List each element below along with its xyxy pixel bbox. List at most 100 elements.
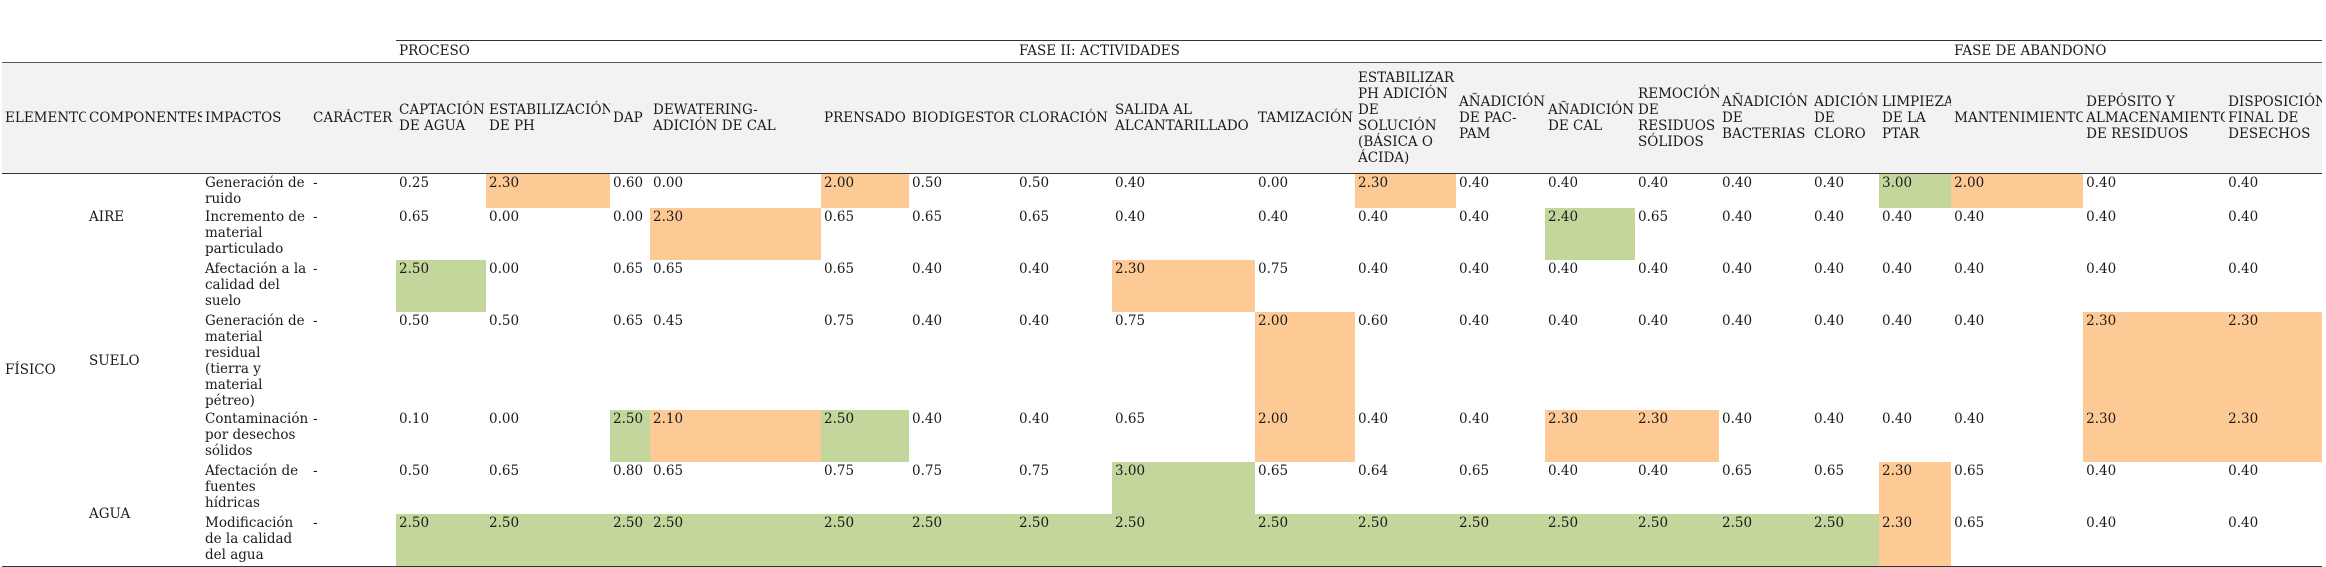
- column-header: ESTABILIZAR PH ADICIÓN DE SOLUCIÓN (BÁSI…: [1355, 62, 1457, 174]
- column-header: DEPÓSITO Y ALMACENAMIENTO DE RESIDUOS: [2083, 62, 2226, 174]
- value-cell: 0.40: [1814, 175, 1845, 191]
- value-cell: 0.40: [2086, 463, 2117, 479]
- value-cell: 0.75: [912, 463, 943, 479]
- value-cell: 0.50: [399, 463, 430, 479]
- value-cell: 0.64: [1358, 463, 1389, 479]
- phase-fase2: FASE II: ACTIVIDADES: [1016, 40, 1952, 63]
- value-cell: 2.30: [2083, 410, 2226, 462]
- value-cell: 0.40: [1954, 261, 1985, 277]
- column-header: IMPACTOS: [202, 62, 310, 174]
- value-cell: 0.75: [1115, 313, 1146, 329]
- value-cell: 2.50: [486, 514, 610, 567]
- value-cell: 2.00: [821, 173, 909, 208]
- value-cell: 0.40: [912, 313, 943, 329]
- value-cell: 0.40: [1548, 463, 1579, 479]
- column-header: MANTENIMIENTO: [1951, 62, 2084, 174]
- value-cell: 0.25: [399, 175, 430, 191]
- value-cell: 0.40: [1548, 175, 1579, 191]
- component-cell: AIRE: [89, 209, 125, 225]
- column-header: DAP: [610, 62, 650, 174]
- value-cell: 0.65: [1258, 463, 1289, 479]
- impact-cell: Modificación de la calidad del agua: [202, 514, 310, 567]
- value-cell: 0.75: [824, 313, 855, 329]
- value-cell: 2.10: [650, 410, 821, 462]
- value-cell: 2.30: [1355, 173, 1457, 208]
- value-cell: 0.40: [1954, 313, 1985, 329]
- value-cell: 2.00: [1255, 312, 1356, 410]
- value-cell: 0.40: [1459, 313, 1490, 329]
- value-cell: 0.65: [1951, 514, 2084, 567]
- value-cell: 0.00: [489, 209, 520, 225]
- value-cell: 0.00: [489, 411, 520, 427]
- value-cell: 0.40: [1814, 261, 1845, 277]
- caracter-cell: -: [313, 175, 318, 191]
- table-row: Generación de material residual (tierra …: [2, 312, 2323, 410]
- value-cell: 2.50: [1545, 514, 1636, 567]
- value-cell: 0.40: [1638, 463, 1669, 479]
- value-cell: 0.40: [1459, 175, 1490, 191]
- value-cell: 0.40: [1459, 411, 1490, 427]
- phase-header-row: PROCESO FASE II: ACTIVIDADES FASE DE ABA…: [2, 40, 2323, 63]
- column-header: CAPTACIÓN DE AGUA: [396, 62, 486, 174]
- impact-matrix-table: PROCESO FASE II: ACTIVIDADES FASE DE ABA…: [2, 40, 2323, 567]
- value-cell: 0.40: [2228, 209, 2259, 225]
- column-header: LIMPIEZA DE LA PTAR: [1879, 62, 1952, 174]
- impact-cell: Contaminación por desechos sólidos: [205, 411, 309, 459]
- value-cell: 0.40: [1722, 313, 1753, 329]
- value-cell: 0.50: [489, 313, 520, 329]
- value-cell: 0.40: [1882, 261, 1913, 277]
- value-cell: 2.30: [1635, 410, 1720, 462]
- value-cell: 2.50: [821, 514, 909, 567]
- value-cell: 2.40: [1545, 208, 1636, 260]
- value-cell: 0.40: [1954, 411, 1985, 427]
- column-header-row: ELEMENTO COMPONENTES IMPACTOS CARÁCTER CAPTA…: [2, 62, 2323, 174]
- phase-abandono: FASE DE ABANDONO: [1951, 40, 2323, 63]
- component-cell: SUELO: [89, 353, 140, 369]
- impact-cell: Afectación a la calidad del suelo: [205, 261, 307, 309]
- value-cell: 0.40: [1954, 209, 1985, 225]
- value-cell: 0.00: [1258, 175, 1289, 191]
- impact-cell: Generación de material residual (tierra …: [205, 313, 305, 409]
- column-header: SALIDA AL ALCANTARILLADO: [1112, 62, 1256, 174]
- caracter-cell: -: [313, 209, 318, 225]
- value-cell: 0.50: [399, 313, 430, 329]
- value-cell: 0.50: [1019, 175, 1050, 191]
- value-cell: 0.40: [1722, 175, 1753, 191]
- value-cell: 0.50: [912, 175, 943, 191]
- value-cell: 0.40: [2083, 514, 2226, 567]
- value-cell: 0.40: [2086, 209, 2117, 225]
- column-header: BIODIGESTOR: [909, 62, 1017, 174]
- value-cell: 2.50: [396, 514, 486, 567]
- value-cell: 0.65: [653, 261, 684, 277]
- value-cell: 2.50: [1255, 514, 1356, 567]
- value-cell: 0.40: [1358, 209, 1389, 225]
- impact-cell: Afectación de fuentes hídricas: [205, 463, 299, 511]
- caracter-cell: -: [313, 463, 318, 479]
- value-cell: 0.65: [1814, 463, 1845, 479]
- value-cell: 0.45: [653, 313, 684, 329]
- value-cell: 3.00: [1112, 462, 1256, 514]
- value-cell: 0.40: [1358, 261, 1389, 277]
- value-cell: 0.40: [1115, 209, 1146, 225]
- value-cell: 2.30: [1112, 260, 1256, 312]
- value-cell: 2.30: [1879, 462, 1952, 514]
- value-cell: 0.80: [613, 463, 644, 479]
- table-row: AGUA Afectación de fuentes hídricas - 0.50 0…: [2, 462, 2322, 567]
- value-cell: 3.00: [1879, 173, 1952, 208]
- caracter-cell: -: [313, 313, 318, 329]
- value-cell: 0.40: [1882, 313, 1913, 329]
- value-cell: 0.40: [1548, 313, 1579, 329]
- caracter-cell: -: [310, 514, 396, 567]
- impact-matrix-page: PROCESO FASE II: ACTIVIDADES FASE DE ABA…: [2, 40, 2323, 567]
- value-cell: 0.40: [1019, 411, 1050, 427]
- value-cell: 0.65: [1019, 209, 1050, 225]
- value-cell: 0.65: [613, 261, 644, 277]
- impact-cell: Generación de ruido: [205, 175, 305, 207]
- component-cell: AGUA: [86, 462, 202, 567]
- value-cell: 0.65: [824, 209, 855, 225]
- value-cell: 0.65: [1459, 463, 1490, 479]
- value-cell: 0.40: [1459, 261, 1490, 277]
- value-cell: 2.30: [2225, 312, 2323, 410]
- value-cell: 0.40: [2228, 175, 2259, 191]
- value-cell: 0.40: [912, 261, 943, 277]
